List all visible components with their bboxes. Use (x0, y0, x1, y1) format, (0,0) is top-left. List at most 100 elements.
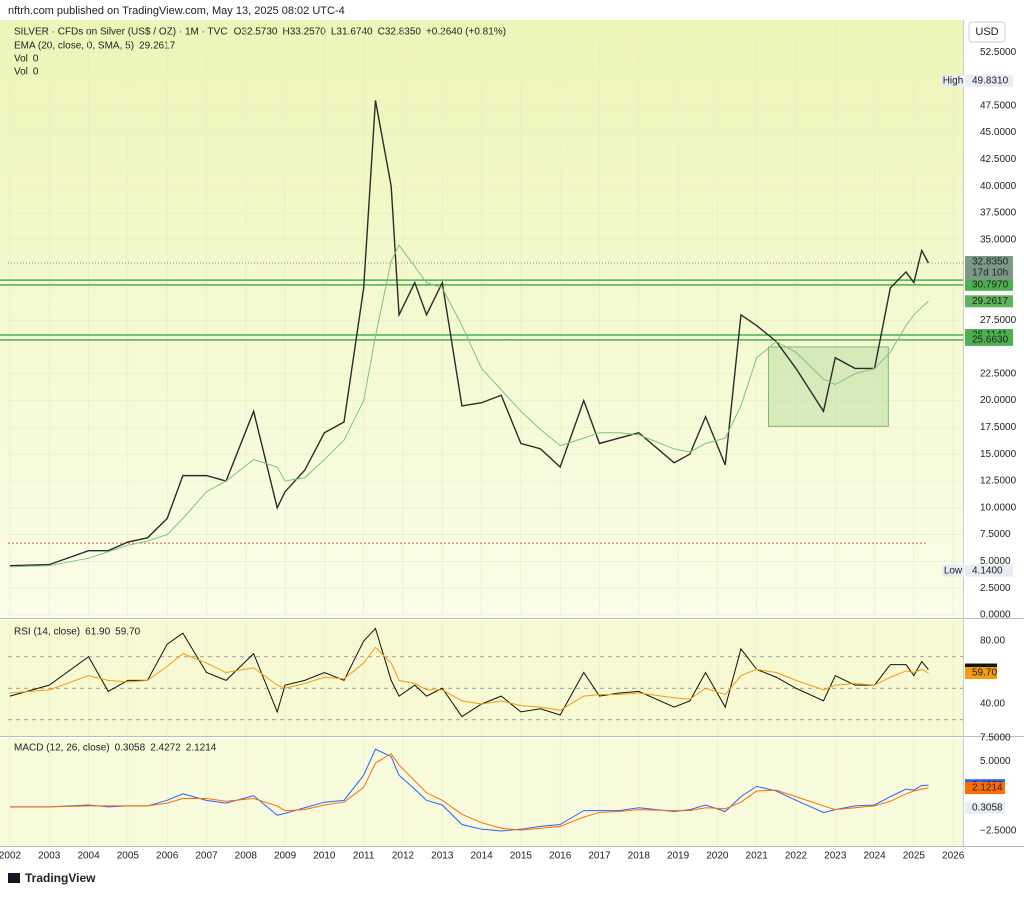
x-tick-label: 2026 (942, 851, 965, 862)
series-line (9, 753, 929, 831)
level-label: 30.7970 (972, 279, 1009, 290)
countdown: 17d 10h (972, 268, 1008, 279)
x-tick-label: 2010 (313, 851, 336, 862)
series-value: 2.1214 (186, 743, 217, 754)
publisher: nftrh.com published on TradingView.com, … (8, 5, 345, 17)
value-tag-label: 2.1214 (972, 783, 1003, 794)
series-line (9, 627, 929, 718)
y-tick-label: 47.5000 (980, 100, 1017, 111)
x-tick-label: 2012 (392, 851, 415, 862)
y-tick-label: −2.5000 (980, 826, 1017, 837)
x-tick-label: 2006 (156, 851, 179, 862)
y-tick-label: 15.0000 (980, 449, 1017, 460)
legend-text: H33.2570 (283, 27, 327, 38)
brand: TradingView (25, 871, 96, 885)
y-tick-label: 52.5000 (980, 47, 1017, 58)
legend-text: 0 (33, 67, 39, 78)
level-label: 25.6630 (972, 335, 1009, 346)
legend-text: SILVER · CFDs on Silver (US$ / OZ) · 1M … (14, 27, 228, 38)
y-tick-label: 10.0000 (980, 502, 1017, 513)
y-tick-label: 5.0000 (980, 556, 1011, 567)
x-tick-label: 2007 (195, 851, 218, 862)
y-tick-label: 20.0000 (980, 395, 1017, 406)
logo (8, 873, 20, 883)
legend-text: L31.6740 (331, 27, 373, 38)
currency: USD (975, 26, 998, 38)
value-tag (965, 666, 997, 679)
low-tag-text: Low (944, 565, 963, 576)
x-tick-label: 2016 (549, 851, 572, 862)
y-tick-label: 40.00 (980, 699, 1005, 710)
x-tick-label: 2018 (628, 851, 651, 862)
x-tick-label: 2019 (667, 851, 690, 862)
legend-text: Vol (14, 54, 28, 65)
last-label: 32.8350 (972, 257, 1009, 268)
x-tick-label: 2020 (706, 851, 729, 862)
y-tick-label: 22.5000 (980, 368, 1017, 379)
y-tick-label: 0.0000 (980, 610, 1011, 621)
hist-tag (965, 801, 1005, 814)
pane-title: MACD (12, 26, close) (14, 743, 110, 754)
y-tick-label: 2.5000 (980, 583, 1011, 594)
y-tick-label: 7.5000 (980, 529, 1011, 540)
x-tick-label: 2025 (903, 851, 926, 862)
low-tag (942, 564, 964, 577)
x-tick-label: 2008 (235, 851, 258, 862)
y-tick-label: 42.5000 (980, 154, 1017, 165)
x-tick-label: 2009 (274, 851, 297, 862)
high-tag-text: High (943, 75, 964, 86)
high-value-tag (965, 74, 1013, 87)
series-line (9, 244, 929, 568)
x-tick-label: 2022 (785, 851, 808, 862)
y-tick-label: 80.00 (980, 636, 1005, 647)
y-tick-label: 12.5000 (980, 476, 1017, 487)
series-line (9, 748, 929, 832)
last-tag (965, 255, 1013, 280)
x-tick-label: 2024 (863, 851, 886, 862)
x-tick-label: 2021 (746, 851, 769, 862)
series-line (9, 100, 930, 567)
ema-tag (965, 295, 1013, 308)
x-tick-label: 2023 (824, 851, 847, 862)
x-tick-label: 2011 (353, 851, 375, 862)
value-tag (965, 782, 1005, 795)
y-tick-label: 40.0000 (980, 181, 1017, 192)
y-tick-label: 27.5000 (980, 315, 1017, 326)
value-tag-label: 59.70 (972, 668, 997, 679)
x-tick-label: 2014 (470, 851, 493, 862)
legend-text: 0 (33, 54, 39, 65)
legend-text: +0.2640 (+0.81%) (426, 27, 506, 38)
x-tick-label: 2004 (77, 851, 100, 862)
high-tag (942, 74, 964, 87)
x-tick-label: 2002 (0, 851, 22, 862)
low-label: 4.1400 (972, 565, 1003, 576)
hist-tag-label: 0.3058 (972, 802, 1003, 813)
level-tag (965, 278, 1013, 291)
x-tick-label: 2005 (117, 851, 140, 862)
y-tick-label: 17.5000 (980, 422, 1017, 433)
x-tick-label: 2013 (431, 851, 454, 862)
pane-title: RSI (14, close) (14, 627, 80, 638)
rsi-value: 61.90 (85, 627, 110, 638)
level-tag (965, 333, 1013, 346)
legend-text: EMA (20, close, 0, SMA, 5) (14, 41, 134, 52)
x-tick-label: 2017 (588, 851, 611, 862)
ema-label: 29.2617 (972, 296, 1009, 307)
y-tick-label: 37.5000 (980, 208, 1017, 219)
y-tick-label: 45.0000 (980, 127, 1017, 138)
legend-text: C32.8350 (378, 27, 422, 38)
high-label: 49.8310 (972, 75, 1009, 86)
legend-text: O32.5730 (234, 27, 278, 38)
series-line (9, 646, 929, 711)
rsi-ma-value: 59.70 (115, 627, 140, 638)
low-value-tag (965, 564, 1013, 577)
y-tick-label: 35.0000 (980, 234, 1017, 245)
y-tick-label: 7.5000 (980, 733, 1011, 744)
legend-text: 29.2617 (139, 41, 176, 52)
series-value: 2.4272 (150, 743, 181, 754)
hist-value: 0.3058 (115, 743, 146, 754)
currency-button[interactable] (968, 21, 1006, 43)
legend-text: Vol (14, 67, 28, 78)
